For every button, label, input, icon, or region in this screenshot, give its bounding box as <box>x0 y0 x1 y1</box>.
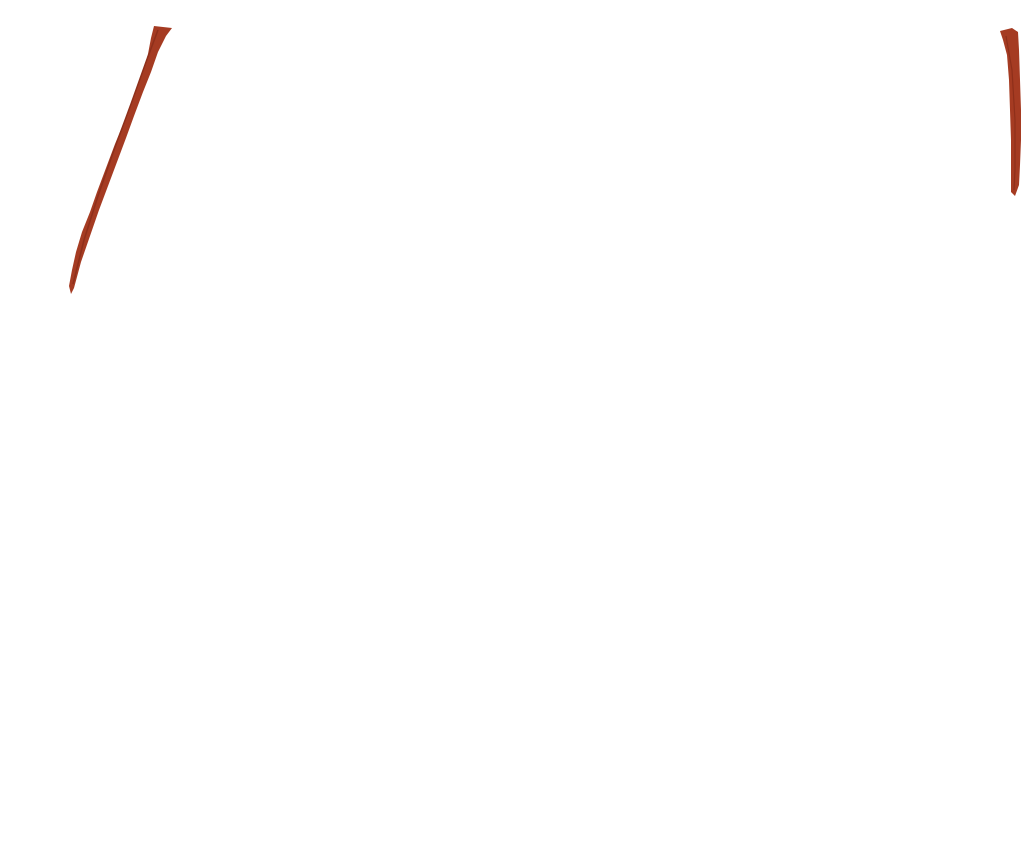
brush-stroke-left-edge <box>72 29 159 285</box>
brush-stroke-left <box>69 26 172 294</box>
brush-stroke-right <box>1000 28 1021 196</box>
brush-stroke-right-edge <box>1005 35 1016 191</box>
